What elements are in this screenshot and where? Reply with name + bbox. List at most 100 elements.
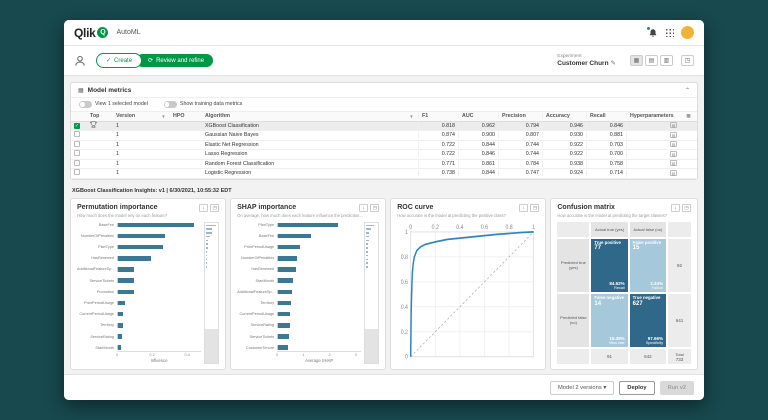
col-version: Version: [116, 113, 136, 119]
bar: [278, 289, 292, 295]
experiment-name[interactable]: Customer Churn ✎: [557, 60, 616, 67]
row-checkbox[interactable]: [74, 159, 80, 166]
bar-row: ServiceTickets: [77, 278, 201, 283]
notification-dot: [646, 25, 651, 31]
cell-false-positive[interactable]: False positive 15 2.34% Fallout: [629, 238, 666, 292]
training-metrics-toggle[interactable]: Show training data metrics: [163, 101, 242, 108]
table-row[interactable]: ✓ 1 XGBoost Classification 0.818 0.962 0.794 0…: [71, 121, 697, 131]
hyperparameters-icon[interactable]: ▤: [670, 122, 677, 129]
cell-true-positive[interactable]: True positive 77 84.62% Recall: [591, 238, 628, 292]
hyperparameters-icon[interactable]: ▤: [670, 141, 677, 148]
axis-tick-label: 0.2: [149, 353, 155, 357]
expand-button[interactable]: ◳: [210, 203, 220, 212]
run-v2-button[interactable]: Run v2: [659, 380, 694, 395]
table-view-button[interactable]: ▦: [630, 55, 643, 66]
row-checkbox[interactable]: [74, 150, 80, 157]
schema-icon[interactable]: [74, 55, 86, 67]
view-selected-label: View 1 selected model: [95, 101, 148, 108]
row-checkbox[interactable]: [74, 140, 80, 147]
hyperparameters-icon[interactable]: ▤: [670, 160, 677, 167]
row-checkbox[interactable]: [74, 131, 80, 138]
filter-icon[interactable]: ▼: [409, 113, 414, 119]
toggle-switch[interactable]: [79, 101, 92, 108]
bar: [118, 244, 164, 250]
accuracy-cell: 0.922: [542, 151, 586, 158]
row-checkbox[interactable]: [74, 169, 80, 176]
view-selected-toggle[interactable]: View 1 selected model: [79, 101, 148, 108]
download-button[interactable]: ↓: [359, 203, 369, 212]
cell-true-negative[interactable]: True negative 627 97.66% Specificity: [629, 293, 666, 347]
row-checkbox[interactable]: ✓: [74, 122, 80, 129]
bar-row: BaseFee: [77, 222, 201, 228]
bar-label: Territory: [100, 323, 114, 328]
cell-false-negative[interactable]: False negative 14 15.38% Miss rate: [591, 293, 628, 347]
card-actions: ↓ ◳: [359, 203, 380, 212]
download-button[interactable]: ↓: [199, 203, 209, 212]
auc-cell: 0.861: [458, 160, 498, 167]
chart-minimap[interactable]: [364, 221, 380, 364]
app-launcher-icon[interactable]: [665, 28, 674, 37]
step-create[interactable]: ✓ Create: [96, 53, 143, 68]
col-header-actual-true: Actual true (yes): [591, 221, 628, 237]
app-window: Qlik Q AutoML ✓ Create ⟳ Review and refi…: [64, 20, 704, 400]
chart-minimap[interactable]: [204, 221, 220, 364]
toggle-switch[interactable]: [163, 101, 177, 108]
axis-tick-label: 0: [115, 353, 119, 357]
experiment-toolbar: ✓ Create ⟳ Review and refine Experiment …: [64, 46, 704, 76]
accuracy-cell: 0.930: [542, 132, 586, 139]
edit-icon[interactable]: ✎: [610, 60, 616, 67]
roc-title: ROC curve: [397, 203, 434, 211]
deploy-button[interactable]: Deploy: [619, 380, 655, 395]
table-row[interactable]: 1 Random Forest Classification 0.771 0.861 0…: [71, 159, 697, 169]
bar: [118, 233, 165, 239]
svg-text:0.2: 0.2: [401, 329, 408, 335]
step-create-label: Create: [114, 57, 133, 64]
bar-row: PlanType: [77, 244, 201, 250]
download-button[interactable]: ↓: [519, 203, 529, 212]
model-metrics-header[interactable]: ▦ Model metrics ⌃: [71, 83, 697, 98]
bar: [118, 289, 134, 295]
bar-row: Territory: [77, 323, 201, 328]
precision-cell: 0.744: [498, 141, 542, 148]
expand-button[interactable]: ◳: [530, 203, 540, 212]
confusion-subtitle: How accurate is the model at predicting …: [557, 212, 668, 218]
svg-text:0: 0: [405, 354, 408, 360]
hyperparameters-icon[interactable]: ▤: [670, 150, 677, 157]
hyperparameters-icon[interactable]: ▤: [670, 131, 677, 138]
auc-cell: 0.962: [458, 122, 498, 129]
expand-button[interactable]: ◳: [681, 203, 691, 212]
hyperparameters-icon[interactable]: ▤: [670, 169, 677, 176]
bar: [118, 323, 123, 328]
user-avatar[interactable]: [681, 26, 694, 39]
bar: [118, 267, 135, 272]
bar-row: ServiceRating: [237, 323, 361, 328]
bar-label: PlanType: [98, 245, 114, 250]
table-row[interactable]: 1 Lasso Regression 0.722 0.846 0.744 0.922 0.7…: [71, 150, 697, 160]
card-actions: ↓ ◳: [670, 203, 691, 212]
table-row[interactable]: 1 Gaussian Naive Bayes 0.874 0.900 0.807 0.93…: [71, 131, 697, 141]
model-versions-button[interactable]: Model 2 versions ▾: [549, 380, 615, 395]
bar-row: CustomerTenure: [237, 345, 361, 350]
col-accuracy: Accuracy: [542, 113, 586, 119]
table-row[interactable]: 1 Logistic Regression 0.738 0.844 0.747 0.924…: [71, 169, 697, 179]
recall-cell: 0.881: [586, 132, 626, 139]
f1-cell: 0.738: [418, 170, 458, 177]
filter-icon[interactable]: ▼: [161, 113, 166, 119]
row-header-predicted-true: Predicted true (yes): [557, 238, 590, 292]
collapse-chevron-icon[interactable]: ⌃: [684, 87, 690, 94]
axis-tick-label: 2: [328, 353, 331, 357]
column-settings-icon[interactable]: ▦: [686, 113, 691, 118]
recall-cell: 0.714: [586, 170, 626, 177]
axis-ticks: 0 0.2 0.4: [115, 351, 202, 358]
fullscreen-button[interactable]: ◳: [681, 55, 694, 66]
split-view-button[interactable]: ▥: [660, 55, 673, 66]
bar-label: NumberOfPenalties: [240, 256, 275, 261]
notifications-button[interactable]: [646, 25, 658, 38]
expand-button[interactable]: ◳: [370, 203, 380, 212]
bar-row: BaseFee: [237, 233, 361, 239]
table-header-row: Top Version ▼ HPO Algorithm ▼ F1 AUC Pre…: [71, 110, 697, 122]
list-view-button[interactable]: ▤: [645, 55, 658, 66]
step-review-refine[interactable]: ⟳ Review and refine: [136, 54, 214, 67]
download-button[interactable]: ↓: [670, 203, 680, 212]
table-row[interactable]: 1 Elastic Net Regression 0.722 0.844 0.744 0.…: [71, 140, 697, 150]
